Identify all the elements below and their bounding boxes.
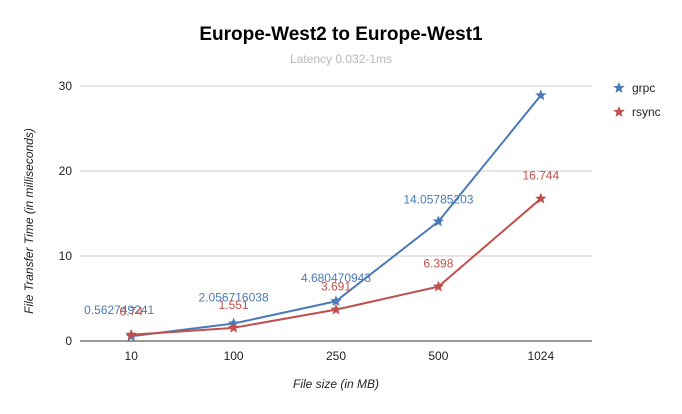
legend-marker-rsync	[613, 106, 625, 117]
data-point-rsync	[125, 328, 137, 340]
x-tick-label: 100	[224, 349, 244, 363]
legend: grpc rsync	[613, 81, 661, 119]
y-tick-label: 10	[59, 249, 73, 263]
data-label-grpc: 0.562749241	[84, 303, 154, 317]
legend-marker-grpc	[613, 82, 625, 93]
data-point-rsync	[535, 192, 547, 204]
data-point-rsync	[330, 303, 342, 315]
x-axis-title: File size (in MB)	[293, 377, 379, 391]
gridlines	[80, 85, 592, 257]
series-line-rsync	[131, 197, 542, 336]
chart-subtitle: Latency 0.032-1ms	[290, 52, 392, 66]
data-point-grpc	[535, 89, 547, 101]
x-axis-ticks: 10 100 250 500 1024	[125, 349, 555, 363]
y-tick-label: 0	[65, 334, 72, 348]
data-label-grpc: 14.05785203	[403, 193, 473, 207]
legend-label-rsync: rsync	[632, 105, 661, 119]
data-label-rsync: 1.551	[219, 298, 249, 312]
y-axis-ticks: 0 10 20 30	[59, 79, 73, 348]
data-point-grpc	[330, 295, 342, 307]
x-tick-label: 1024	[527, 349, 554, 363]
x-tick-label: 10	[125, 349, 139, 363]
legend-label-grpc: grpc	[632, 81, 655, 95]
data-label-rsync: 16.744	[522, 169, 559, 183]
data-point-grpc	[432, 215, 445, 227]
data-label-rsync: 6.398	[423, 257, 453, 271]
x-tick-label: 250	[326, 349, 346, 363]
chart-title: Europe-West2 to Europe-West1	[199, 24, 483, 45]
y-tick-label: 20	[59, 164, 73, 178]
data-labels: 0.562749241 2.056716038 4.680470943 14.0578…	[84, 169, 559, 319]
data-point-rsync	[432, 280, 445, 292]
series-layer	[125, 89, 547, 342]
y-tick-label: 30	[59, 79, 73, 93]
data-label-grpc: 2.056716038	[199, 291, 269, 305]
data-label-rsync: 3.691	[321, 280, 351, 294]
data-label-rsync: 0.74	[120, 305, 144, 319]
y-axis-title: File Transfer Time (in milliseconds)	[22, 128, 36, 314]
data-label-grpc: 4.680470943	[301, 271, 371, 285]
data-point-rsync	[227, 321, 240, 333]
x-tick-label: 500	[428, 349, 448, 363]
